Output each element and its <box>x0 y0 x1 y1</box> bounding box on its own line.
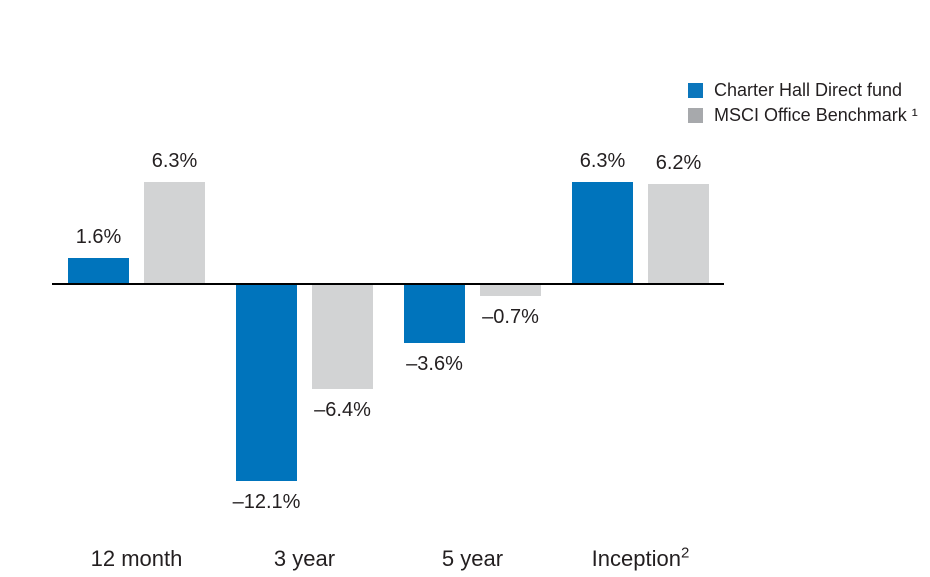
legend-label: MSCI Office Benchmark ¹ <box>714 105 918 125</box>
value-label: –6.4% <box>314 399 371 421</box>
value-label: –12.1% <box>232 491 301 513</box>
bar-fund <box>68 258 129 284</box>
value-label: 6.3% <box>151 150 198 172</box>
legend-swatch-icon <box>688 107 703 123</box>
category-label-text: Inception <box>591 546 681 571</box>
bar-fund <box>236 285 297 481</box>
category-label: 3 year <box>230 546 380 572</box>
legend-item: MSCI Office Benchmark ¹ <box>688 105 918 125</box>
legend: Charter Hall Direct fund MSCI Office Benc… <box>688 80 918 132</box>
category-label-superscript: 2 <box>680 544 690 562</box>
value-label: –0.7% <box>482 306 539 328</box>
bar-benchmark <box>144 182 205 284</box>
bar-benchmark <box>648 184 709 284</box>
bar-benchmark <box>312 285 373 389</box>
category-label: 12 month <box>62 546 212 572</box>
value-label: 1.6% <box>75 226 122 248</box>
value-label: 6.3% <box>579 150 626 172</box>
legend-label: Charter Hall Direct fund <box>714 80 903 100</box>
value-label: 6.2% <box>655 152 702 174</box>
category-label: 5 year <box>398 546 548 572</box>
category-label-text: 5 year <box>441 546 504 571</box>
category-label-text: 3 year <box>273 546 336 571</box>
bar-fund <box>572 182 633 284</box>
category-label-text: 12 month <box>90 546 183 571</box>
legend-swatch-icon <box>688 82 703 98</box>
x-axis-baseline <box>52 283 724 285</box>
bar-fund <box>404 285 465 343</box>
bar-benchmark <box>480 285 541 296</box>
legend-item: Charter Hall Direct fund <box>688 80 918 100</box>
value-label: –3.6% <box>406 353 463 375</box>
category-label: Inception2 <box>566 546 716 572</box>
